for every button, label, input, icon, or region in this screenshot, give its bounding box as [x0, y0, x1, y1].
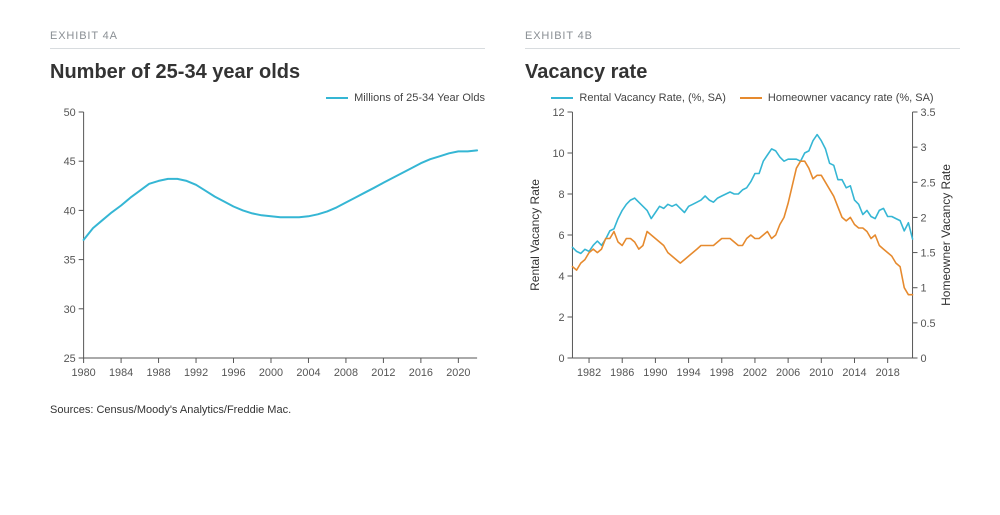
svg-text:50: 50 — [64, 107, 76, 119]
chart-b-exhibit-label: EXHIBIT 4B — [525, 30, 960, 42]
chart-b-panel: EXHIBIT 4B Vacancy rate Rental Vacancy R… — [525, 30, 960, 386]
chart-a-title: Number of 25-34 year olds — [50, 48, 485, 84]
svg-text:2008: 2008 — [334, 367, 358, 379]
svg-text:0.5: 0.5 — [920, 318, 935, 330]
legend-item: Homeowner vacancy rate (%, SA) — [740, 92, 934, 104]
svg-text:1984: 1984 — [109, 367, 133, 379]
svg-text:12: 12 — [552, 107, 564, 119]
svg-text:2000: 2000 — [259, 367, 283, 379]
svg-text:2016: 2016 — [409, 367, 433, 379]
svg-text:3: 3 — [920, 142, 926, 154]
svg-text:Homeowner Vacancy Rate: Homeowner Vacancy Rate — [939, 164, 953, 306]
svg-text:2014: 2014 — [842, 367, 866, 379]
chart-b-svg: 0 2 4 6 8 10 12 0 0.5 1 1.5 2 2.5 3 3.5 1982 1986 1990 199… — [525, 106, 960, 386]
svg-text:30: 30 — [64, 304, 76, 316]
svg-text:2: 2 — [920, 212, 926, 224]
svg-text:3.5: 3.5 — [920, 107, 935, 119]
charts-row: EXHIBIT 4A Number of 25-34 year olds Mil… — [50, 30, 960, 386]
svg-text:1988: 1988 — [146, 367, 170, 379]
svg-text:2.5: 2.5 — [920, 177, 935, 189]
legend-item: Rental Vacancy Rate, (%, SA) — [551, 92, 726, 104]
svg-text:2020: 2020 — [446, 367, 470, 379]
legend-item-label: Rental Vacancy Rate, (%, SA) — [579, 92, 726, 104]
svg-text:0: 0 — [920, 353, 926, 365]
svg-text:0: 0 — [559, 353, 565, 365]
svg-text:40: 40 — [64, 205, 76, 217]
svg-text:25: 25 — [64, 353, 76, 365]
svg-text:1.5: 1.5 — [920, 248, 935, 260]
svg-text:2002: 2002 — [743, 367, 767, 379]
svg-text:1980: 1980 — [72, 367, 96, 379]
svg-text:1990: 1990 — [643, 367, 667, 379]
legend-swatch-icon — [740, 97, 762, 99]
legend-item-label: Homeowner vacancy rate (%, SA) — [768, 92, 934, 104]
svg-text:45: 45 — [64, 156, 76, 168]
svg-text:Rental Vacancy Rate: Rental Vacancy Rate — [528, 179, 542, 291]
chart-a-exhibit-label: EXHIBIT 4A — [50, 30, 485, 42]
svg-text:8: 8 — [559, 189, 565, 201]
svg-text:1: 1 — [920, 283, 926, 295]
svg-text:1998: 1998 — [710, 367, 734, 379]
sources-text: Sources: Census/Moody's Analytics/Freddi… — [50, 404, 960, 416]
svg-text:2010: 2010 — [809, 367, 833, 379]
svg-text:4: 4 — [559, 271, 565, 283]
chart-a-legend: Millions of 25-34 Year Olds — [50, 92, 485, 104]
svg-text:10: 10 — [552, 148, 564, 160]
svg-text:2004: 2004 — [296, 367, 320, 379]
legend-swatch-icon — [551, 97, 573, 99]
svg-text:2012: 2012 — [371, 367, 395, 379]
legend-item-label: Millions of 25-34 Year Olds — [354, 92, 485, 104]
svg-text:2018: 2018 — [876, 367, 900, 379]
svg-text:1996: 1996 — [221, 367, 245, 379]
svg-text:2006: 2006 — [776, 367, 800, 379]
svg-text:1982: 1982 — [577, 367, 601, 379]
svg-text:1994: 1994 — [676, 367, 700, 379]
chart-b-legend: Rental Vacancy Rate, (%, SA) Homeowner v… — [525, 92, 960, 104]
svg-text:1992: 1992 — [184, 367, 208, 379]
legend-item: Millions of 25-34 Year Olds — [326, 92, 485, 104]
svg-text:1986: 1986 — [610, 367, 634, 379]
svg-text:35: 35 — [64, 255, 76, 267]
svg-text:2: 2 — [559, 312, 565, 324]
chart-a-svg: 25 30 35 40 45 50 1980 1984 1988 1992 1996 2000 2004… — [50, 106, 485, 386]
page-root: EXHIBIT 4A Number of 25-34 year olds Mil… — [0, 0, 1000, 515]
svg-text:6: 6 — [559, 230, 565, 242]
chart-a-panel: EXHIBIT 4A Number of 25-34 year olds Mil… — [50, 30, 485, 386]
chart-b-title: Vacancy rate — [525, 48, 960, 84]
legend-swatch-icon — [326, 97, 348, 99]
